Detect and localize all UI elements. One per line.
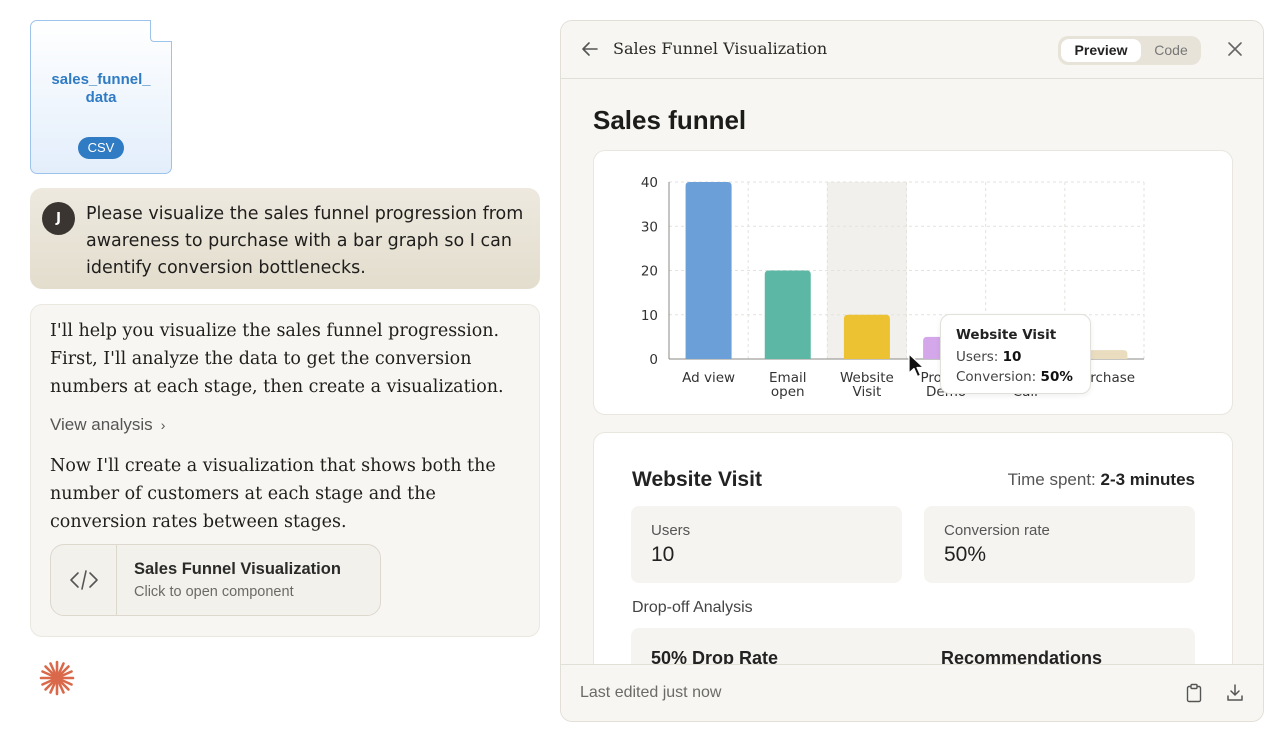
x-tick-label: open [771, 384, 805, 400]
dropoff-box: 50% Drop Rate Recommendations [631, 628, 1195, 665]
view-analysis-link[interactable]: View analysis › [50, 415, 165, 435]
close-icon[interactable] [1225, 39, 1245, 59]
artifact-title: Sales Funnel Visualization [134, 560, 341, 578]
x-tick-label: Visit [853, 384, 882, 400]
clipboard-icon[interactable] [1185, 683, 1203, 703]
panel-footer: Last edited just now [561, 664, 1263, 721]
view-analysis-label: View analysis [50, 415, 153, 434]
attachment-card[interactable]: sales_funnel_ data CSV [30, 20, 172, 174]
tab-preview[interactable]: Preview [1061, 39, 1141, 62]
y-tick-label: 40 [641, 175, 658, 191]
users-label: Users [651, 522, 691, 539]
stage-title: Website Visit [632, 468, 762, 491]
tooltip-users: Users: 10 [956, 349, 1022, 365]
users-stat: Users 10 [631, 506, 902, 583]
assistant-logo-icon [39, 660, 75, 696]
bar [685, 182, 732, 359]
y-tick-label: 30 [641, 219, 658, 235]
attachment-name: sales_funnel_ data [51, 71, 151, 106]
page-fold [150, 20, 172, 42]
artifact-content: Sales funnel 0 10 20 30 40 Ad view Email open We… [561, 80, 1263, 665]
artifact-panel: Sales Funnel Visualization Preview Code … [560, 20, 1264, 722]
recommendations-heading: Recommendations [941, 648, 1103, 665]
avatar: J [42, 202, 75, 235]
user-message: J Please visualize the sales funnel prog… [30, 188, 540, 289]
chart-tooltip: Website Visit Users: 10 Conversion: 50% [940, 314, 1091, 394]
x-tick-label: Email [769, 370, 806, 386]
stage-detail-card: Website Visit Time spent: 2-3 minutes Us… [593, 432, 1233, 665]
tab-code[interactable]: Code [1154, 42, 1188, 58]
conversion-stat: Conversion rate 50% [924, 506, 1195, 583]
assistant-message: I'll help you visualize the sales funnel… [30, 304, 540, 637]
users-value: 10 [651, 543, 675, 566]
user-message-text: Please visualize the sales funnel progre… [86, 204, 524, 278]
mouse-cursor-icon [908, 353, 925, 378]
chevron-right-icon: › [160, 417, 166, 433]
panel-title: Sales Funnel Visualization [613, 39, 828, 58]
artifact-card[interactable]: Sales Funnel Visualization Click to open… [50, 544, 381, 616]
conversion-value: 50% [944, 543, 987, 566]
code-icon [51, 545, 117, 615]
download-icon[interactable] [1225, 683, 1245, 703]
bar [764, 270, 811, 359]
panel-header: Sales Funnel Visualization Preview Code [561, 21, 1263, 79]
file-type-badge: CSV [78, 137, 124, 159]
bar [1081, 350, 1128, 359]
dropoff-title: Drop-off Analysis [632, 599, 753, 616]
y-tick-label: 0 [649, 352, 658, 368]
view-toggle: Preview Code [1058, 36, 1201, 65]
back-arrow-icon[interactable] [579, 38, 601, 60]
conversion-label: Conversion rate [944, 522, 1050, 539]
y-tick-label: 20 [641, 264, 658, 280]
assistant-intro-text: I'll help you visualize the sales funnel… [50, 321, 504, 397]
artifact-subtitle: Click to open component [134, 584, 294, 600]
tooltip-title: Website Visit [956, 327, 1057, 343]
x-tick-label: Ad view [682, 370, 735, 386]
x-tick-label: Website [840, 370, 894, 386]
assistant-followup-text: Now I'll create a visualization that sho… [50, 456, 496, 532]
last-edited: Last edited just now [580, 684, 722, 701]
tooltip-conversion: Conversion: 50% [956, 369, 1073, 385]
bar [843, 314, 890, 359]
time-spent: Time spent: 2-3 minutes [1007, 470, 1195, 489]
y-tick-label: 10 [641, 308, 658, 324]
drop-rate: 50% Drop Rate [651, 648, 779, 665]
page-title: Sales funnel [593, 105, 747, 135]
